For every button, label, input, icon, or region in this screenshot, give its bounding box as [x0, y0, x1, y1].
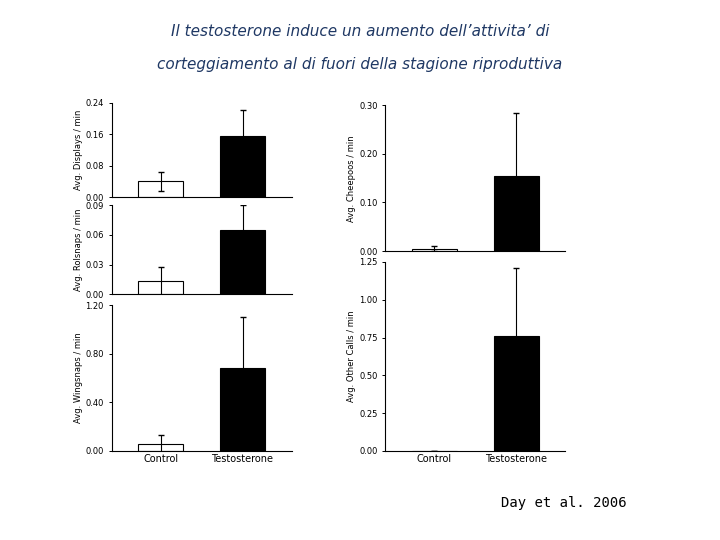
Text: *: * — [239, 186, 246, 201]
Y-axis label: Avg. Wingsnaps / min: Avg. Wingsnaps / min — [73, 333, 83, 423]
Bar — [220, 136, 265, 197]
Text: Il testosterone induce un aumento dell’attivita’ di: Il testosterone induce un aumento dell’a… — [171, 24, 549, 39]
Bar — [138, 443, 183, 451]
Y-axis label: Avg. Other Calls / min: Avg. Other Calls / min — [347, 310, 356, 402]
Text: corteggiamento al di fuori della stagione riproduttiva: corteggiamento al di fuori della stagion… — [158, 57, 562, 72]
Bar — [220, 368, 265, 451]
Bar — [494, 176, 539, 251]
Text: *: * — [513, 244, 520, 259]
Bar — [412, 248, 456, 251]
Bar — [138, 181, 183, 197]
Bar — [494, 336, 539, 451]
Y-axis label: Avg. Rolsnaps / min: Avg. Rolsnaps / min — [73, 208, 83, 291]
Y-axis label: Avg. Cheepoos / min: Avg. Cheepoos / min — [347, 135, 356, 221]
Text: Day et al. 2006: Day et al. 2006 — [501, 496, 626, 510]
Bar — [220, 230, 265, 294]
Y-axis label: Avg. Displays / min: Avg. Displays / min — [73, 110, 83, 190]
Bar — [138, 281, 183, 294]
